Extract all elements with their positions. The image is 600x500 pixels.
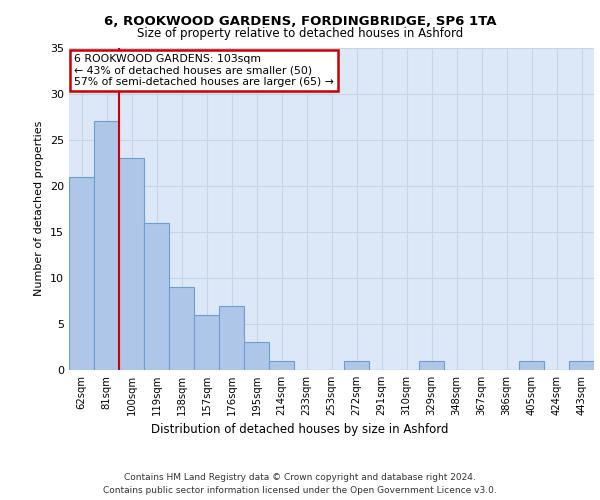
Bar [519,361,544,370]
Bar [144,222,169,370]
Text: Contains HM Land Registry data © Crown copyright and database right 2024.: Contains HM Land Registry data © Crown c… [124,472,476,482]
Bar [119,158,144,370]
Bar [169,287,194,370]
Bar [419,361,444,370]
Bar [219,306,244,370]
Bar [94,121,119,370]
Bar [194,314,219,370]
Text: 6, ROOKWOOD GARDENS, FORDINGBRIDGE, SP6 1TA: 6, ROOKWOOD GARDENS, FORDINGBRIDGE, SP6 … [104,15,496,28]
Bar [569,361,594,370]
Text: Contains public sector information licensed under the Open Government Licence v3: Contains public sector information licen… [103,486,497,495]
Bar [244,342,269,370]
Y-axis label: Number of detached properties: Number of detached properties [34,121,44,296]
Bar [269,361,294,370]
Bar [344,361,369,370]
Text: 6 ROOKWOOD GARDENS: 103sqm
← 43% of detached houses are smaller (50)
57% of semi: 6 ROOKWOOD GARDENS: 103sqm ← 43% of deta… [74,54,334,87]
Text: Size of property relative to detached houses in Ashford: Size of property relative to detached ho… [137,28,463,40]
Bar [69,176,94,370]
Text: Distribution of detached houses by size in Ashford: Distribution of detached houses by size … [151,422,449,436]
